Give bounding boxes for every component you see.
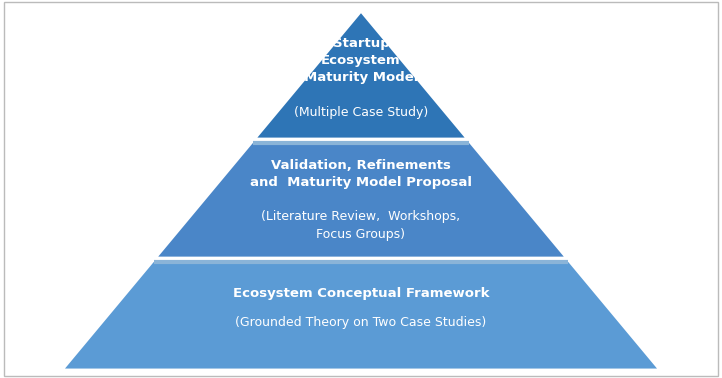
Text: (Multiple Case Study): (Multiple Case Study): [294, 105, 428, 119]
Polygon shape: [258, 13, 465, 138]
Polygon shape: [158, 143, 564, 257]
Polygon shape: [65, 262, 657, 369]
Text: (Grounded Theory on Two Case Studies): (Grounded Theory on Two Case Studies): [235, 316, 487, 329]
Text: Startup
Ecosystem
Maturity Model: Startup Ecosystem Maturity Model: [304, 37, 418, 84]
Text: (Literature Review,  Workshops,
Focus Groups): (Literature Review, Workshops, Focus Gro…: [261, 210, 461, 241]
Text: Ecosystem Conceptual Framework: Ecosystem Conceptual Framework: [232, 287, 490, 300]
Text: Validation, Refinements
and  Maturity Model Proposal: Validation, Refinements and Maturity Mod…: [250, 159, 472, 189]
